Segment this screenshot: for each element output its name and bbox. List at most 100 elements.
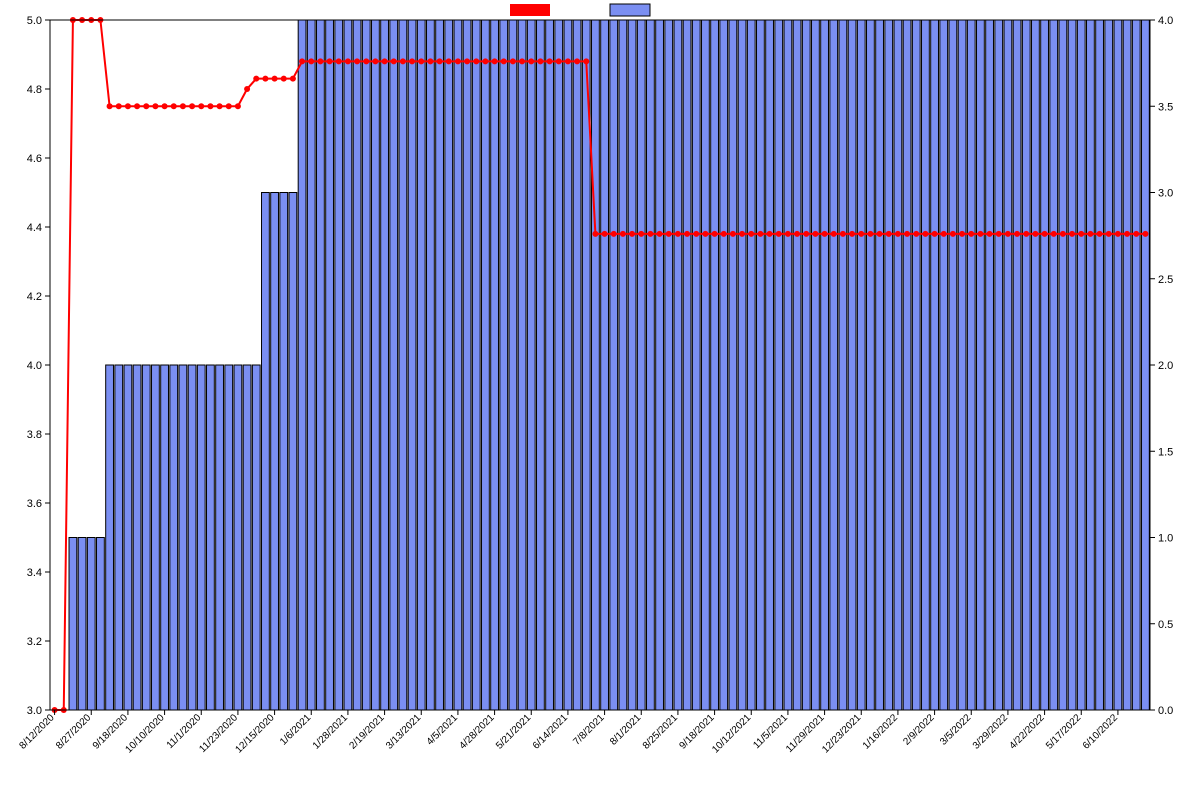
bar xyxy=(427,20,435,710)
line-marker xyxy=(583,58,589,64)
bar xyxy=(1032,20,1040,710)
bar xyxy=(454,20,462,710)
bar xyxy=(298,20,306,710)
bar xyxy=(252,365,260,710)
line-marker xyxy=(116,103,122,109)
bar xyxy=(665,20,673,710)
bar xyxy=(729,20,737,710)
legend-swatch-bars xyxy=(610,4,650,16)
line-marker xyxy=(693,231,699,237)
left-axis-tick-label: 5.0 xyxy=(27,15,42,27)
bar xyxy=(124,365,132,710)
bar xyxy=(573,20,581,710)
left-axis-tick-label: 3.0 xyxy=(27,705,42,717)
bar xyxy=(445,20,453,710)
line-marker xyxy=(840,231,846,237)
bar xyxy=(711,20,719,710)
bar xyxy=(518,20,526,710)
line-marker xyxy=(1087,231,1093,237)
bar xyxy=(307,20,315,710)
line-marker xyxy=(867,231,873,237)
left-axis-tick-label: 3.6 xyxy=(27,498,42,510)
line-marker xyxy=(519,58,525,64)
bar xyxy=(995,20,1003,710)
bar xyxy=(87,538,95,711)
bar xyxy=(1022,20,1030,710)
bar xyxy=(500,20,508,710)
line-marker xyxy=(1069,231,1075,237)
bar xyxy=(1059,20,1067,710)
line-marker xyxy=(510,58,516,64)
line-marker xyxy=(290,76,296,82)
line-marker xyxy=(162,103,168,109)
bar xyxy=(353,20,361,710)
bar xyxy=(207,365,215,710)
line-marker xyxy=(1124,231,1130,237)
line-marker xyxy=(391,58,397,64)
line-marker xyxy=(409,58,415,64)
bar xyxy=(152,365,160,710)
line-marker xyxy=(739,231,745,237)
bar xyxy=(1068,20,1076,710)
bar xyxy=(564,20,572,710)
line-marker xyxy=(730,231,736,237)
bar xyxy=(967,20,975,710)
line-marker xyxy=(372,58,378,64)
bar xyxy=(766,20,774,710)
right-axis-tick-label: 0.5 xyxy=(1158,619,1173,631)
line-marker xyxy=(858,231,864,237)
bar xyxy=(1087,20,1095,710)
line-marker xyxy=(528,58,534,64)
bar xyxy=(69,538,77,711)
chart-container: 3.03.23.43.63.84.04.24.44.64.85.00.00.51… xyxy=(0,0,1200,800)
line-marker xyxy=(537,58,543,64)
line-marker xyxy=(482,58,488,64)
line-marker xyxy=(354,58,360,64)
line-marker xyxy=(977,231,983,237)
line-marker xyxy=(327,58,333,64)
left-axis-tick-label: 4.8 xyxy=(27,84,42,96)
bar xyxy=(1013,20,1021,710)
line-marker xyxy=(1014,231,1020,237)
bar xyxy=(619,20,627,710)
line-marker xyxy=(547,58,553,64)
line-marker xyxy=(473,58,479,64)
bar xyxy=(97,538,105,711)
line-marker xyxy=(272,76,278,82)
bar xyxy=(848,20,856,710)
line-marker xyxy=(776,231,782,237)
line-marker xyxy=(812,231,818,237)
bar xyxy=(509,20,517,710)
bar xyxy=(78,538,86,711)
bar xyxy=(106,365,114,710)
bar xyxy=(839,20,847,710)
bar xyxy=(821,20,829,710)
bar xyxy=(931,20,939,710)
bar xyxy=(408,20,416,710)
bar xyxy=(555,20,563,710)
line-marker xyxy=(877,231,883,237)
bar xyxy=(830,20,838,710)
bar xyxy=(647,20,655,710)
bar xyxy=(867,20,875,710)
line-marker xyxy=(363,58,369,64)
line-marker xyxy=(803,231,809,237)
bar xyxy=(482,20,490,710)
bar xyxy=(399,20,407,710)
line-marker xyxy=(638,231,644,237)
line-marker xyxy=(996,231,1002,237)
bar xyxy=(1041,20,1049,710)
line-marker xyxy=(1023,231,1029,237)
line-marker xyxy=(180,103,186,109)
bar xyxy=(417,20,425,710)
line-marker xyxy=(382,58,388,64)
line-marker xyxy=(565,58,571,64)
line-marker xyxy=(647,231,653,237)
bar xyxy=(986,20,994,710)
line-marker xyxy=(345,58,351,64)
bar xyxy=(592,20,600,710)
bar xyxy=(234,365,242,710)
line-marker xyxy=(602,231,608,237)
line-marker xyxy=(950,231,956,237)
bar xyxy=(922,20,930,710)
